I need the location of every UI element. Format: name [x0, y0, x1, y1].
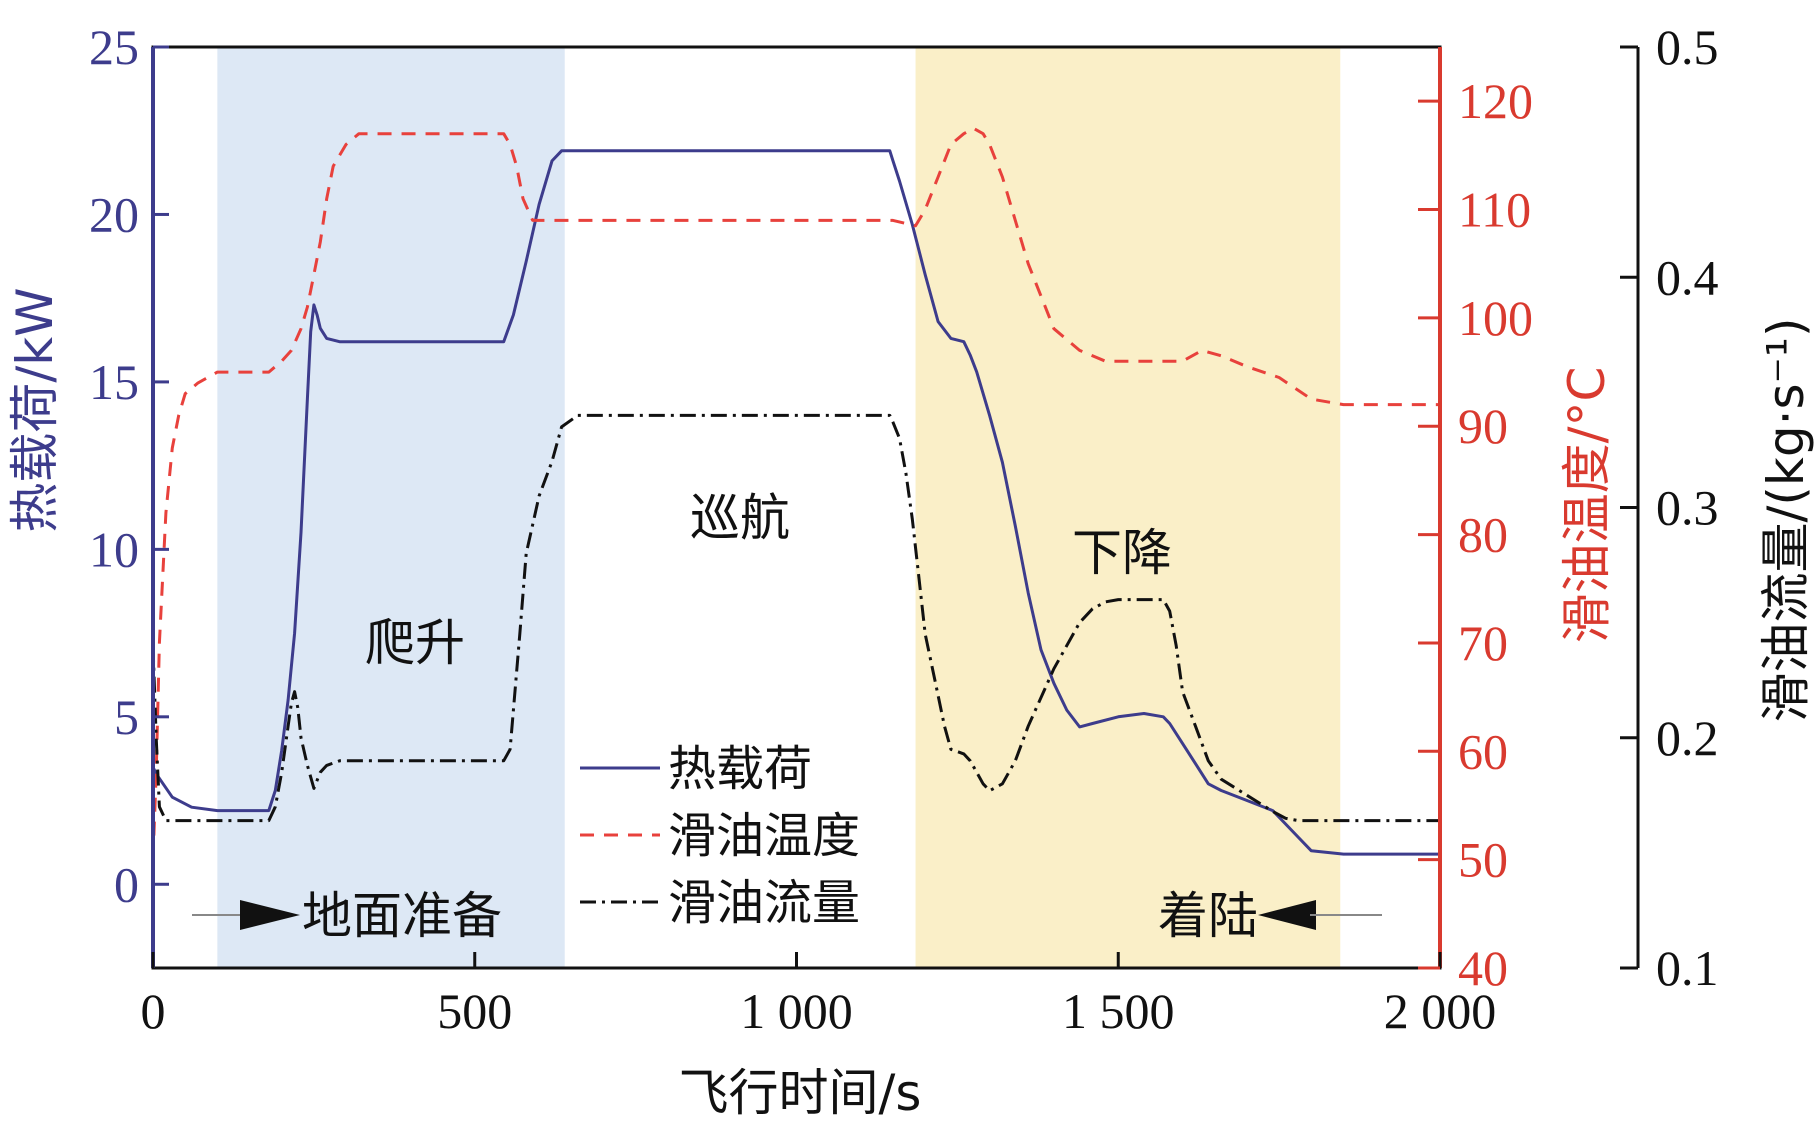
- left-tick-label: 5: [114, 689, 139, 745]
- oil-flow-line: [151, 413, 1440, 823]
- left-tick-label: 10: [89, 521, 139, 577]
- landing-arrow-head: [1258, 900, 1316, 930]
- right-temperature-tick-label: 120: [1458, 73, 1533, 129]
- right-temperature-tick-label: 100: [1458, 290, 1533, 346]
- legend-heat-load-label: 热载荷: [668, 741, 812, 797]
- x-axis-title: 飞行时间/s: [679, 1064, 922, 1122]
- phase-label-cruise: 巡航: [690, 489, 790, 547]
- phase-label-ground-prep: 地面准备: [302, 887, 502, 945]
- legend-oil-temp-label: 滑油温度: [668, 808, 860, 864]
- right-temperature-ticks: 40 50 60 70 80 90 100 110 120: [1418, 73, 1533, 996]
- right-flow-tick-label: 0.2: [1656, 710, 1719, 766]
- x-tick-label: 0: [141, 983, 166, 1039]
- x-tick-label: 1 000: [740, 983, 853, 1039]
- phase-label-descent: 下降: [1072, 524, 1172, 582]
- right-temperature-tick-label: 60: [1458, 723, 1508, 779]
- x-tick-label: 500: [437, 983, 512, 1039]
- x-tick-label: 2 000: [1384, 983, 1497, 1039]
- phase-label-climb: 爬升: [365, 614, 465, 672]
- phase-bands: [217, 47, 1341, 968]
- right-temperature-tick-label: 110: [1458, 182, 1531, 238]
- right-flow-tick-label: 0.1: [1656, 940, 1719, 996]
- phase-band-2: [915, 47, 1341, 968]
- right-flow-tick-label: 0.4: [1656, 249, 1719, 305]
- left-tick-label: 0: [114, 856, 139, 912]
- left-tick-label: 25: [89, 19, 139, 75]
- right-temperature-tick-label: 70: [1458, 615, 1508, 671]
- x-axis-ticks: 0 500 1 000 1 500 2 000: [141, 952, 1497, 1039]
- left-tick-label: 20: [89, 186, 139, 242]
- legend-oil-flow-label: 滑油流量: [668, 875, 860, 931]
- x-tick-label: 1 500: [1062, 983, 1175, 1039]
- phase-label-landing: 着陆: [1158, 887, 1258, 945]
- left-axis-title: 热载荷/kW: [6, 287, 64, 532]
- right-temperature-tick-label: 40: [1458, 940, 1508, 996]
- right-flow-tick-label: 0.5: [1656, 19, 1719, 75]
- series-lines: [151, 126, 1440, 860]
- legend: 热载荷 滑油温度 滑油流量: [580, 741, 860, 931]
- heat-load-line: [151, 149, 1440, 856]
- right-temperature-axis-title: 滑油温度/°C: [1558, 367, 1616, 644]
- right-flow-ticks: 0.1 0.2 0.3 0.4 0.5: [1620, 19, 1719, 996]
- left-axis-ticks: 0 5 10 15 20 25: [89, 19, 169, 912]
- right-flow-axis-title: 滑油流量/(kg·s⁻¹): [1757, 318, 1815, 723]
- phase-band-1: [564, 47, 916, 968]
- phase-band-0: [217, 47, 565, 968]
- oil-temperature-line: [151, 126, 1440, 860]
- right-flow-tick-label: 0.3: [1656, 480, 1719, 536]
- right-temperature-tick-label: 50: [1458, 832, 1508, 888]
- ground-prep-arrow-head: [240, 900, 300, 930]
- right-temperature-tick-label: 90: [1458, 398, 1508, 454]
- left-tick-label: 15: [89, 354, 139, 410]
- right-temperature-tick-label: 80: [1458, 507, 1508, 563]
